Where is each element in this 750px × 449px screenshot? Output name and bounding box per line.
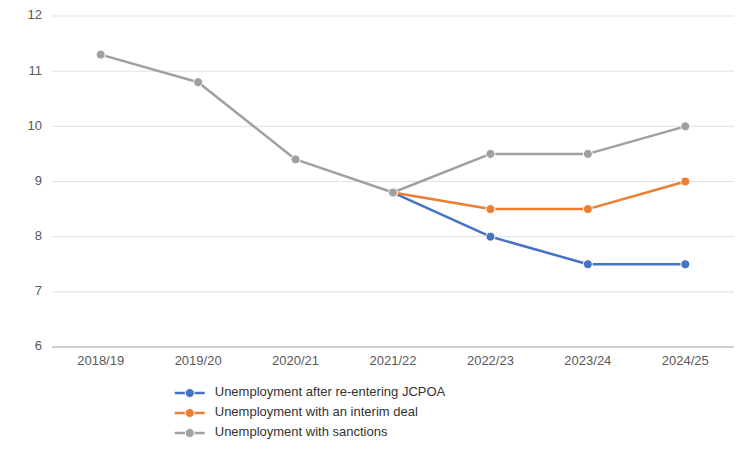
y-tick-label: 7 — [35, 283, 42, 298]
grid-line — [52, 126, 734, 127]
legend-label: Unemployment after re-entering JCPOA — [215, 384, 446, 399]
chart-container: 6 7 8 9 10 11 12 2018/19 2019/20 2020/21 2021/22 20… — [0, 0, 750, 449]
legend-marker — [185, 389, 194, 398]
x-tick-label: 2024/25 — [662, 353, 709, 368]
legend-marker — [185, 409, 194, 418]
grid-line — [52, 16, 734, 17]
x-tick-label: 2020/21 — [272, 353, 319, 368]
x-tick-label: 2023/24 — [564, 353, 611, 368]
point-marker — [486, 205, 495, 214]
series-line — [393, 193, 685, 265]
point-marker — [583, 205, 592, 214]
grid-line — [52, 181, 734, 182]
plot-marks — [96, 50, 690, 269]
point-marker — [291, 155, 300, 164]
point-marker — [486, 232, 495, 241]
series-line — [393, 182, 685, 210]
x-tick-label: 2018/19 — [77, 353, 124, 368]
x-tick-label: 2022/23 — [467, 353, 514, 368]
x-axis-line — [52, 347, 734, 348]
y-tick-label: 6 — [35, 338, 42, 353]
y-tick-label: 10 — [28, 118, 42, 133]
chart-svg: 6 7 8 9 10 11 12 2018/19 2019/20 2020/21 2021/22 20… — [0, 0, 750, 449]
x-tick-label: 2021/22 — [370, 353, 417, 368]
legend-label: Unemployment with an interim deal — [215, 404, 418, 419]
y-tick-label: 9 — [35, 173, 42, 188]
y-tick-label: 8 — [35, 228, 42, 243]
series — [389, 177, 690, 214]
x-tick-label: 2019/20 — [175, 353, 222, 368]
point-marker — [681, 177, 690, 186]
point-marker — [389, 188, 398, 197]
grid-line — [52, 291, 734, 292]
point-marker — [681, 260, 690, 269]
point-marker — [389, 188, 398, 197]
series-line — [101, 55, 686, 193]
point-marker — [486, 149, 495, 158]
series — [96, 50, 690, 197]
point-marker — [681, 122, 690, 131]
point-marker — [583, 260, 592, 269]
legend: Unemployment after re-entering JCPOA Unem… — [175, 384, 446, 439]
grid-line — [52, 347, 734, 348]
grid — [52, 16, 734, 347]
point-marker — [583, 149, 592, 158]
y-tick-label: 12 — [28, 7, 42, 22]
legend-label: Unemployment with sanctions — [215, 424, 388, 439]
point-marker — [194, 78, 203, 87]
point-marker — [389, 188, 398, 197]
legend-marker — [185, 429, 194, 438]
point-marker — [96, 50, 105, 59]
y-tick-label: 11 — [29, 63, 43, 78]
grid-line — [52, 236, 734, 237]
